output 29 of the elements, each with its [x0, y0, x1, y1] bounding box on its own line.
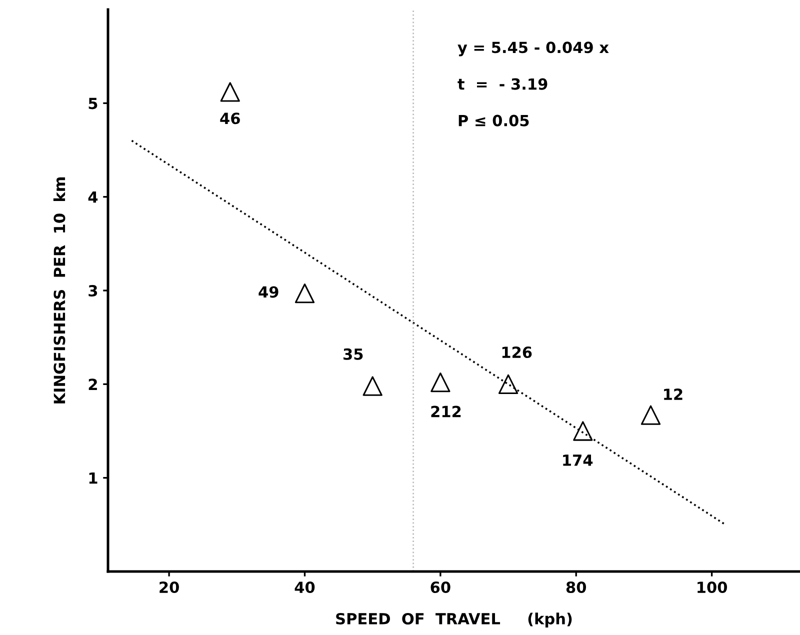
point [220, 82, 240, 102]
annotation: 46 [220, 112, 240, 124]
y-axis-title: KINGFISHERS PER 10 km [53, 177, 66, 404]
y-tick-label: 4 [88, 192, 98, 203]
annotation: 12 [664, 388, 682, 400]
annotation: 49 [258, 286, 278, 298]
annotation: y = 5.45 - 0.049 x [458, 42, 609, 56]
y-tick-label: 1 [89, 472, 98, 484]
point [498, 374, 518, 394]
annotation: 212 [431, 406, 461, 418]
annotation: P ≤ 0.05 [458, 114, 529, 126]
point [573, 421, 593, 441]
x-axis-title: SPEED OF TRAVEL (kph) [336, 612, 572, 628]
point [430, 372, 450, 392]
x-tick-label: 100 [698, 581, 728, 594]
annotation: t = - 3.19 [458, 78, 548, 90]
y-tick-label: 5 [88, 98, 98, 110]
point [362, 376, 382, 396]
y-tick-label: 2 [88, 378, 97, 390]
x-tick-label: 80 [566, 581, 586, 594]
x-tick-label: 60 [430, 581, 450, 594]
x-tick-label: 20 [160, 581, 179, 594]
point [294, 284, 315, 304]
annotation: 174 [563, 454, 593, 466]
annotation: 126 [502, 346, 532, 358]
y-tick-label: 3 [88, 284, 98, 297]
annotation: 35 [344, 348, 363, 360]
point [640, 405, 661, 425]
x-tick-label: 40 [294, 581, 315, 594]
